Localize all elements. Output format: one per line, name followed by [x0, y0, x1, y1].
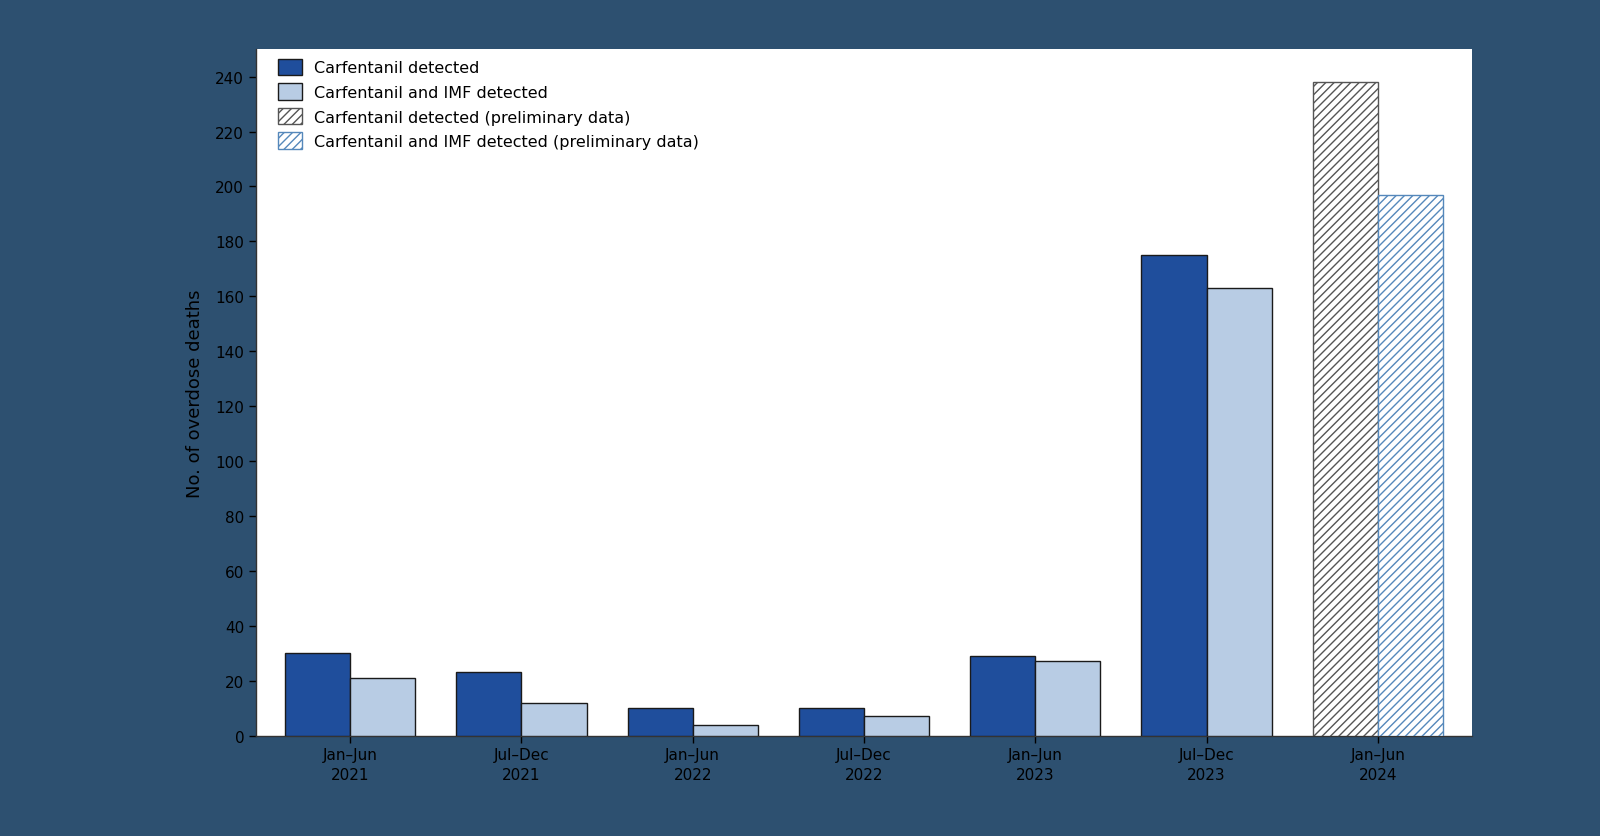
- Bar: [970, 656, 1035, 736]
- Bar: [1206, 288, 1272, 736]
- Bar: [522, 703, 587, 736]
- Bar: [798, 708, 864, 736]
- Bar: [350, 678, 416, 736]
- Bar: [627, 708, 693, 736]
- Y-axis label: No. of overdose deaths: No. of overdose deaths: [186, 288, 205, 497]
- Legend: Carfentanil detected, Carfentanil and IMF detected, Carfentanil detected (prelim: Carfentanil detected, Carfentanil and IM…: [272, 54, 706, 156]
- Bar: [693, 725, 758, 736]
- Bar: [285, 654, 350, 736]
- Bar: [864, 716, 930, 736]
- Bar: [1141, 256, 1206, 736]
- Bar: [456, 673, 522, 736]
- Bar: [1312, 83, 1378, 736]
- Bar: [1378, 196, 1443, 736]
- Bar: [1035, 661, 1101, 736]
